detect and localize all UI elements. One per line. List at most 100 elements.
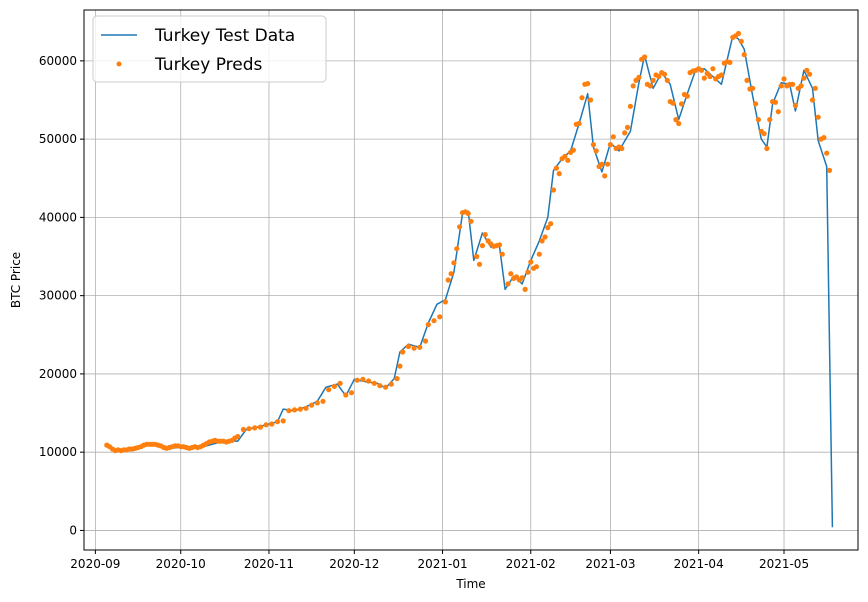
pred-point [661,71,668,77]
pred-point [679,101,685,107]
x-axis: 2020-09 2020-10 2020-11 2020-12 2021-01 2021-… [70,550,809,571]
pred-point [781,76,787,82]
legend-entry-test-data: Turkey Test Data [154,26,295,46]
pred-point [314,400,320,406]
pred-point [257,424,263,430]
grid [84,10,858,550]
pred-point [405,343,411,350]
pred-point [235,433,241,440]
pred-point [607,142,614,148]
pred-point [670,100,676,106]
pred-point [269,421,275,427]
pred-point [750,85,756,91]
pred-point [565,157,571,163]
pred-point [331,383,337,389]
y-tick-label: 20000 [39,367,77,381]
pred-point [240,426,246,433]
y-tick-label: 0 [69,523,77,537]
pred-point [553,165,560,171]
pred-point [348,390,355,396]
pred-point [320,398,326,404]
pred-point [525,269,531,275]
pred-point [698,67,705,73]
y-axis-label: BTC Price [9,252,23,308]
pred-point [741,52,747,58]
pred-point [297,406,303,412]
pred-point [801,75,807,81]
pred-point [550,187,557,193]
pred-point [397,363,403,369]
pred-point [366,378,372,384]
pred-point [468,218,474,224]
pred-point [753,101,759,107]
y-tick-label: 40000 [39,210,77,224]
pred-point [519,275,525,281]
x-tick-label: 2021-01 [417,557,467,571]
pred-point [630,83,636,89]
pred-point [593,148,599,154]
legend: Turkey Test Data Turkey Preds [92,15,327,83]
pred-point [417,344,423,350]
pred-point [354,377,360,383]
pred-point [539,238,545,244]
pred-point [545,225,551,231]
pred-point [775,109,781,115]
pred-point [809,97,816,103]
pred-point [778,83,784,89]
pred-point [528,259,534,265]
pred-point [656,73,662,80]
pred-point [425,322,431,328]
pred-point [533,264,540,270]
pred-point [576,120,582,127]
y-tick-label: 50000 [39,132,77,146]
x-tick-label: 2021-02 [506,557,556,571]
pred-point [772,99,779,105]
pred-point [437,314,443,320]
pred-point [274,419,281,425]
pred-point [499,251,505,257]
pred-point [798,83,804,89]
pred-point [479,243,485,249]
pred-point [496,242,503,248]
pred-point [744,77,750,83]
pred-point [815,114,821,120]
x-tick-label: 2020-12 [329,557,379,571]
x-axis-label: Time [455,577,485,591]
plot-frame [83,9,859,551]
pred-point [309,402,315,408]
pred-point [448,271,454,277]
pred-point [556,171,562,177]
x-tick-label: 2021-05 [759,557,809,571]
x-tick-label: 2020-09 [70,557,120,571]
pred-point [622,130,628,136]
pred-point [807,71,813,77]
pred-point [804,67,810,73]
pred-point [457,224,463,230]
legend-dot-icon [116,61,122,67]
pred-point [451,260,457,266]
pred-point [474,253,480,260]
pred-point [605,161,611,167]
pred-point [707,73,713,80]
pred-point [442,299,448,305]
pred-point [292,407,298,413]
pred-point [764,145,770,152]
pred-point [650,77,656,83]
pred-point [684,93,690,99]
x-tick-label: 2021-03 [585,557,635,571]
plot-area [104,30,834,528]
pred-point [627,103,634,109]
pred-point [812,85,818,91]
y-tick-label: 60000 [39,54,77,68]
pred-point [326,387,332,393]
pred-point [599,161,605,167]
legend-box [92,15,327,83]
pred-point [431,318,437,324]
pred-point [454,246,460,252]
pred-point [536,251,542,257]
pred-point [377,383,383,389]
pred-point [445,277,451,283]
pred-point [360,376,366,382]
pred-point [337,380,343,386]
